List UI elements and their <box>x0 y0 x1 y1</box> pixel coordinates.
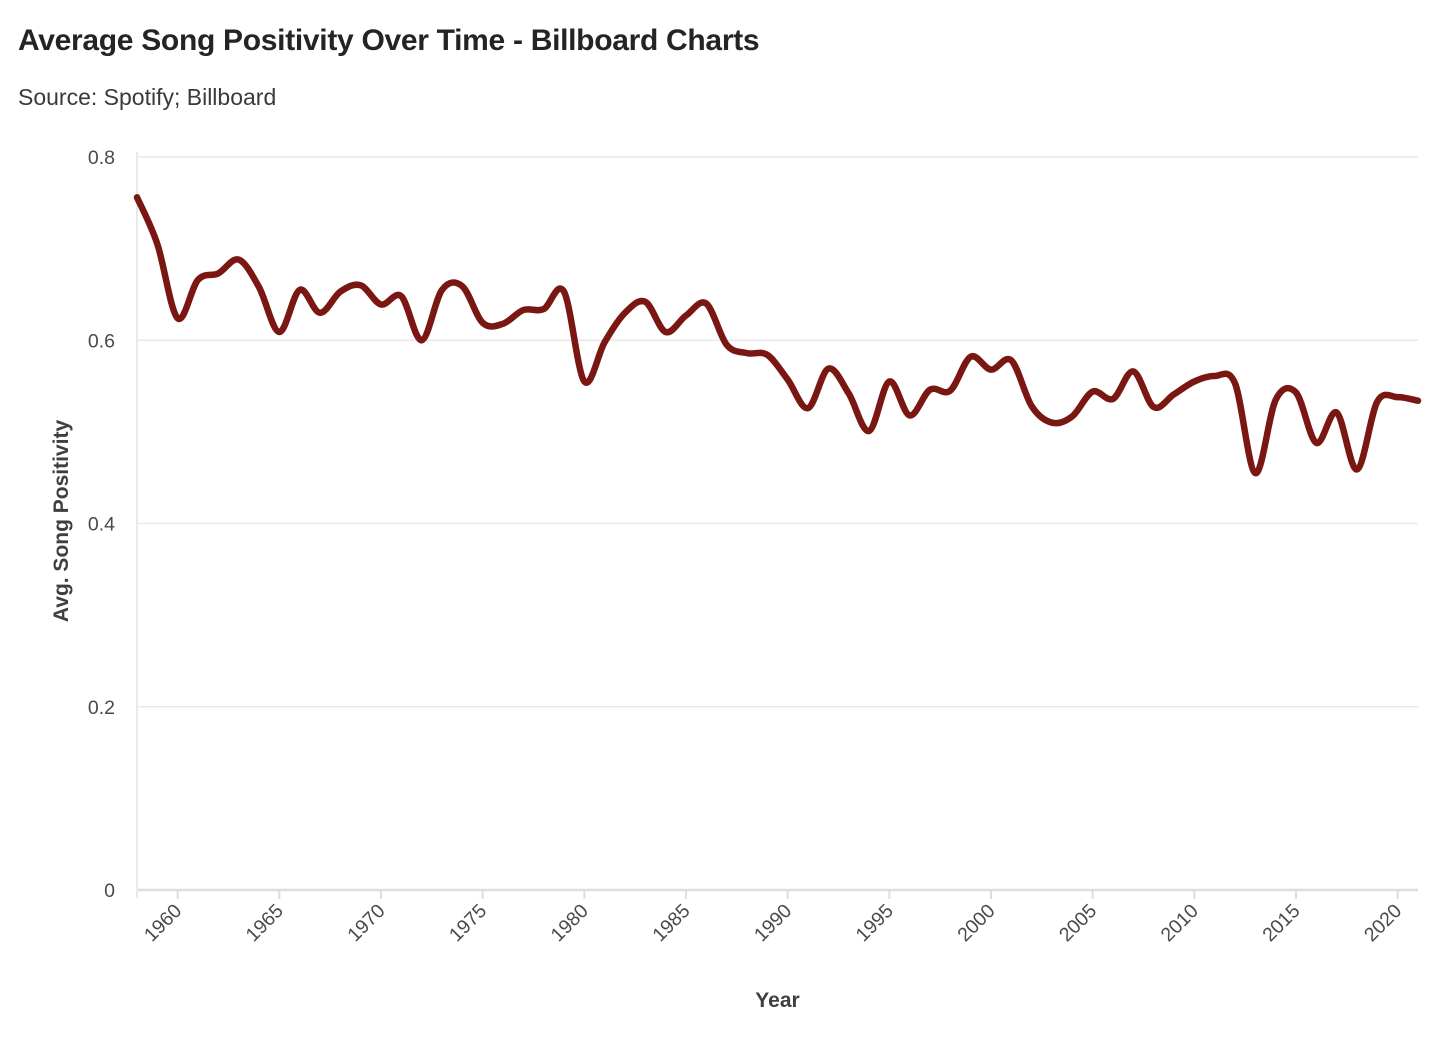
x-tick-label: 1960 <box>140 900 186 946</box>
x-tick-label: 1975 <box>445 900 491 946</box>
x-tick-label: 2005 <box>1055 900 1101 946</box>
y-tick-label: 0 <box>104 880 115 902</box>
y-tick-label: 0.2 <box>88 697 115 719</box>
x-tick-label: 1985 <box>648 900 694 946</box>
x-axis-title: Year <box>755 989 800 1012</box>
gridlines <box>137 156 1418 708</box>
y-tick-label: 0.6 <box>88 330 115 352</box>
x-tick-label: 2020 <box>1360 900 1406 946</box>
chart-source-note: Source: Spotify; Billboard <box>18 84 277 110</box>
y-tick-label: 0.8 <box>88 147 115 169</box>
x-tick-label: 2010 <box>1157 900 1203 946</box>
x-tick-label: 1990 <box>750 900 796 946</box>
x-tick-label: 2000 <box>953 900 999 946</box>
x-tick-label: 1970 <box>343 900 389 946</box>
y-tick-labels: 0 0.2 0.4 0.6 0.8 <box>88 147 115 902</box>
x-tick-label: 2015 <box>1258 900 1304 946</box>
x-tick-label: 1965 <box>242 900 288 946</box>
axes <box>136 152 1418 899</box>
y-tick-label: 0.4 <box>88 514 115 536</box>
x-tick-labels: 1960 1965 1970 1975 1980 1985 1990 1995 2000 2005… <box>140 900 1406 946</box>
positivity-line-series[interactable] <box>133 194 1422 477</box>
x-tick-label: 1980 <box>547 900 593 946</box>
chart-title: Average Song Positivity Over Time - Bill… <box>18 24 760 57</box>
x-tick-label: 1995 <box>852 900 898 946</box>
